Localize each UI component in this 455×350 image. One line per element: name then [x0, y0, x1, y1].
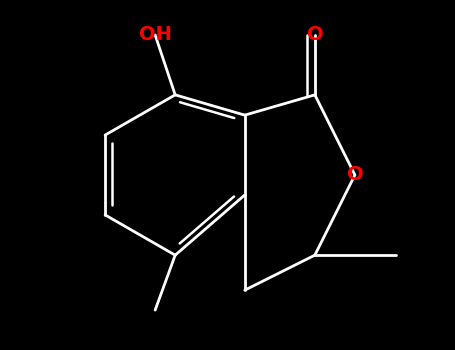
Text: O: O	[307, 26, 323, 44]
Text: O: O	[347, 166, 363, 184]
Text: OH: OH	[139, 26, 172, 44]
